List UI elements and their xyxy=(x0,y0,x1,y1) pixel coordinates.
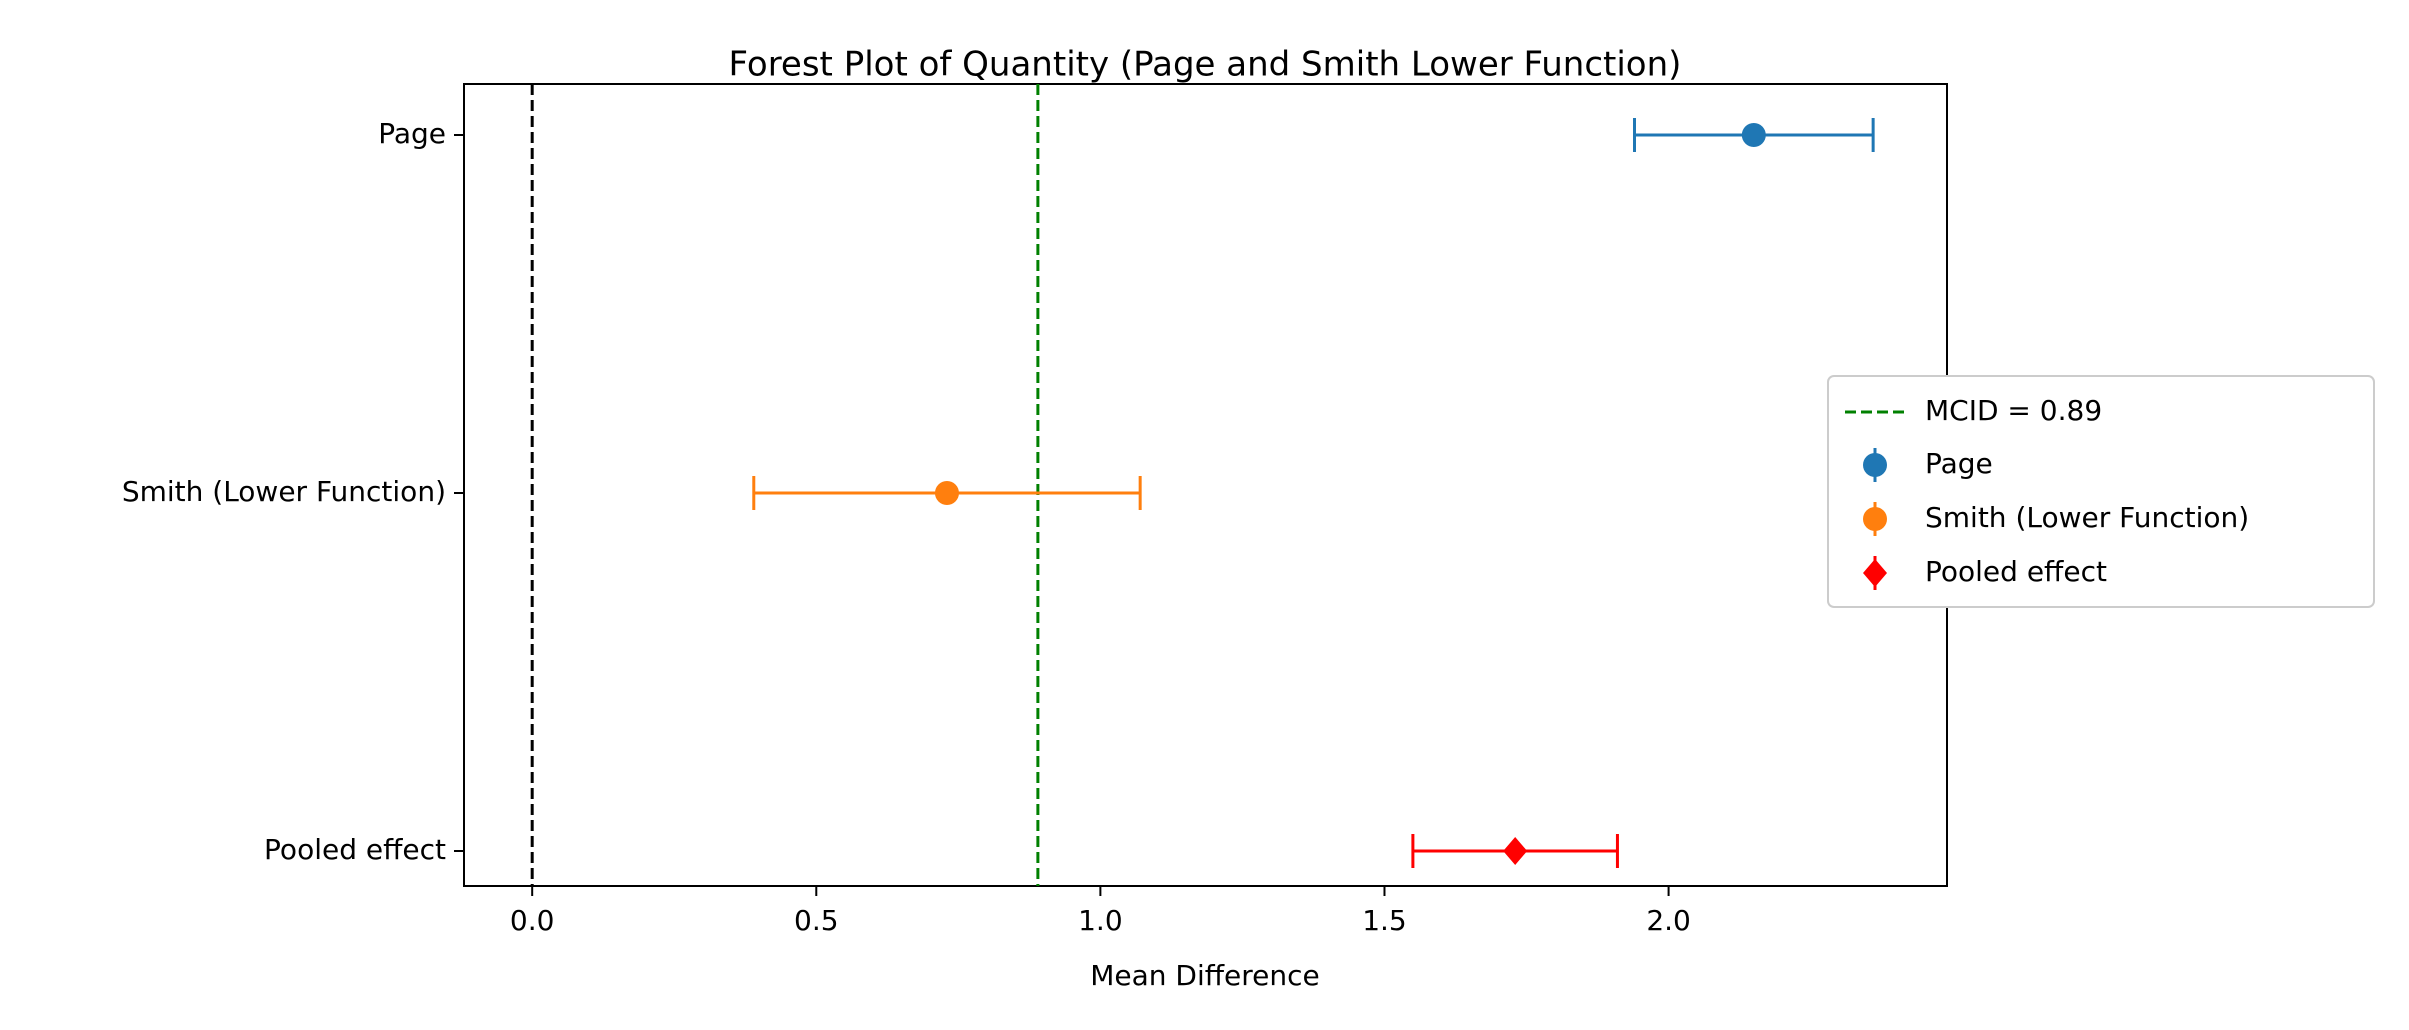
x-tick-label: 1.0 xyxy=(1078,904,1123,937)
y-tick-label: Pooled effect xyxy=(264,833,446,866)
marker xyxy=(1741,123,1766,147)
marker xyxy=(1863,507,1887,531)
x-tick-label: 0.5 xyxy=(794,904,839,937)
legend-label: Pooled effect xyxy=(1925,555,2107,588)
x-tick-label: 2.0 xyxy=(1646,904,1691,937)
legend-label: MCID = 0.89 xyxy=(1925,394,2102,427)
marker xyxy=(1863,559,1887,587)
x-tick-label: 1.5 xyxy=(1362,904,1407,937)
legend-label: Page xyxy=(1925,447,1993,480)
marker xyxy=(934,481,959,505)
legend-box xyxy=(1827,375,2375,608)
legend-label: Smith (Lower Function) xyxy=(1925,501,2249,534)
marker xyxy=(1503,837,1528,865)
legend: MCID = 0.89 Page Smith (Lower Function) Poo… xyxy=(1827,375,2375,608)
y-tick-label: Page xyxy=(378,117,446,150)
x-tick-label: 0.0 xyxy=(510,904,555,937)
x-axis-label: Mean Difference xyxy=(1090,959,1320,992)
marker xyxy=(1863,453,1887,477)
chart-title: Forest Plot of Quantity (Page and Smith … xyxy=(729,45,1682,85)
y-tick-label: Smith (Lower Function) xyxy=(122,475,446,508)
